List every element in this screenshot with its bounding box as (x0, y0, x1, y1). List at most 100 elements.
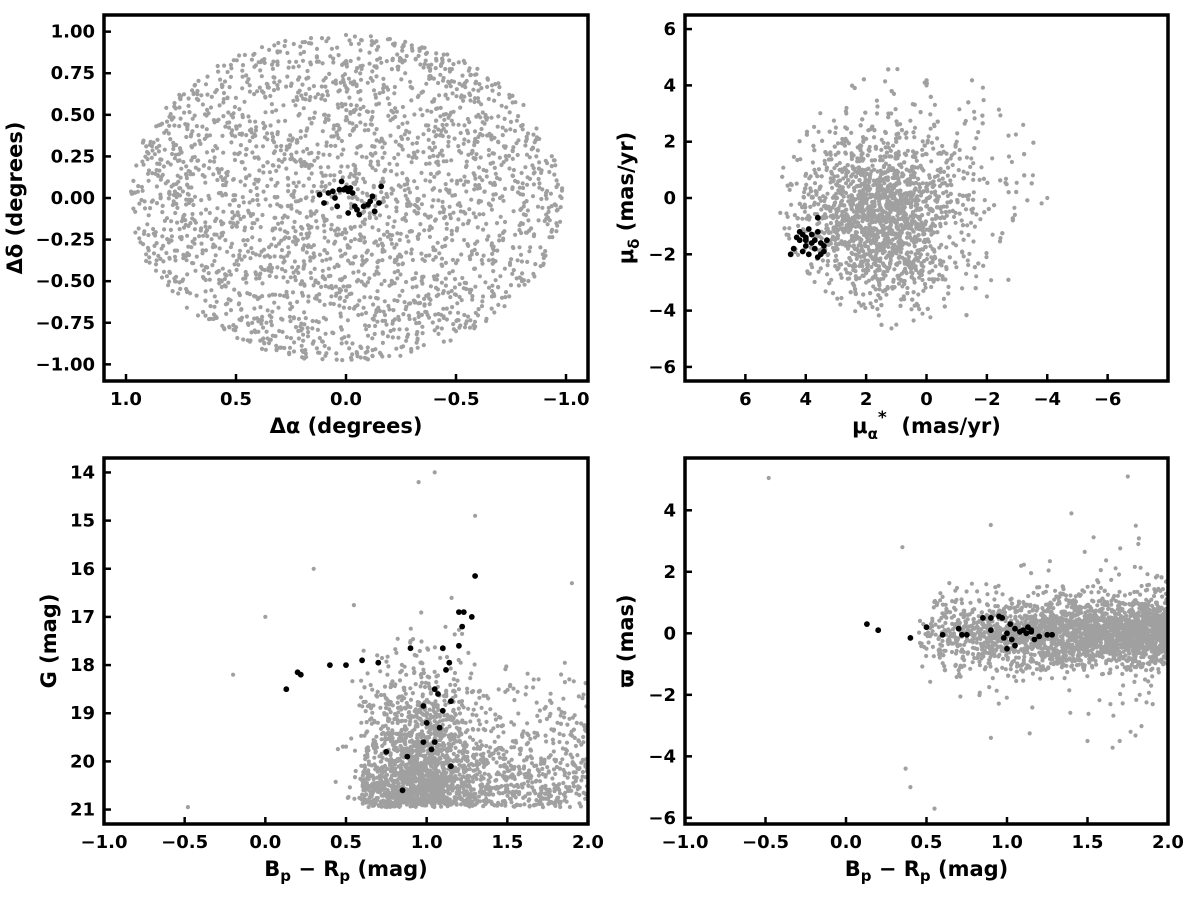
field-star-point (1014, 189, 1019, 195)
field-star-point (921, 232, 926, 237)
field-star-point (898, 238, 903, 243)
field-star-point (844, 167, 849, 173)
field-star-point (444, 84, 449, 89)
field-star-point (176, 291, 181, 296)
field-star-point (946, 284, 951, 289)
field-star-point (493, 278, 498, 283)
field-star-point (192, 194, 198, 199)
field-star-point (832, 248, 837, 253)
field-star-point (911, 214, 916, 220)
field-star-point (485, 76, 490, 81)
field-star-point (299, 232, 304, 237)
field-star-point (843, 150, 848, 155)
field-star-point (895, 261, 900, 266)
field-star-point (847, 263, 852, 268)
field-star-point (935, 230, 940, 235)
field-star-point (389, 241, 394, 246)
field-star-point (216, 117, 221, 122)
field-star-point (240, 74, 245, 79)
field-star-point (429, 62, 434, 67)
field-star-point (338, 80, 343, 85)
field-star-point (205, 234, 210, 239)
field-star-point (307, 151, 312, 156)
field-star-point (879, 322, 884, 327)
field-star-point (461, 222, 466, 227)
field-star-point (305, 325, 310, 331)
field-star-point (820, 138, 825, 143)
field-star-point (264, 81, 269, 86)
field-star-point (921, 199, 926, 204)
field-star-point (448, 84, 453, 89)
field-star-point (392, 43, 397, 48)
field-star-point (346, 258, 351, 263)
field-star-point (242, 99, 247, 104)
field-star-point (414, 140, 419, 146)
field-star-point (844, 260, 849, 265)
field-star-point (193, 268, 198, 273)
field-star-point (374, 138, 379, 143)
field-star-point (974, 212, 979, 217)
field-star-point (304, 128, 309, 133)
field-star-point (472, 139, 478, 144)
field-star-point (256, 60, 261, 65)
field-star-point (802, 186, 808, 191)
field-star-point (269, 131, 275, 136)
field-star-point (867, 144, 872, 150)
field-star-point (329, 283, 334, 289)
field-star-point (909, 307, 914, 312)
field-star-point (848, 271, 853, 276)
field-star-point (521, 185, 526, 191)
field-star-point (422, 45, 427, 50)
field-star-point (409, 160, 414, 165)
field-star-point (849, 174, 854, 179)
field-star-point (483, 112, 488, 118)
field-star-point (825, 272, 830, 277)
field-star-point (466, 179, 471, 184)
field-star-point (342, 236, 348, 241)
field-star-point (222, 63, 227, 68)
field-star-point (808, 204, 813, 209)
field-star-point (380, 340, 385, 345)
field-star-point (291, 98, 296, 103)
field-star-point (980, 113, 985, 118)
field-star-point (359, 38, 364, 43)
field-star-point (879, 207, 884, 212)
field-star-point (372, 131, 377, 136)
field-star-point (868, 239, 873, 244)
field-star-point (944, 204, 949, 209)
field-star-point (870, 275, 876, 280)
field-star-point (336, 105, 341, 110)
field-star-point (812, 167, 817, 172)
field-star-point (873, 287, 878, 292)
field-star-point (314, 346, 319, 351)
field-star-point (263, 110, 268, 115)
field-star-point (434, 118, 439, 123)
field-star-point (856, 165, 861, 170)
field-star-point (172, 156, 177, 161)
field-star-point (174, 195, 179, 200)
field-star-point (437, 251, 442, 256)
field-star-point (1022, 152, 1027, 157)
field-star-point (922, 282, 928, 287)
field-star-point (479, 304, 485, 309)
field-star-point (509, 257, 514, 262)
field-star-point (265, 308, 270, 313)
field-star-point (431, 257, 436, 262)
field-star-point (957, 107, 962, 112)
field-star-point (834, 226, 839, 231)
field-star-point (200, 124, 205, 129)
field-star-point (867, 249, 872, 254)
field-star-point (272, 43, 277, 48)
field-star-point (530, 194, 536, 199)
field-star-point (358, 120, 363, 125)
field-star-point (937, 258, 943, 263)
field-star-point (976, 130, 981, 135)
field-star-point (870, 304, 875, 310)
field-star-point (300, 82, 305, 87)
field-star-point (320, 258, 325, 263)
field-star-point (308, 36, 314, 41)
field-star-point (257, 253, 262, 258)
field-star-point (468, 73, 473, 78)
field-star-point (468, 318, 473, 323)
